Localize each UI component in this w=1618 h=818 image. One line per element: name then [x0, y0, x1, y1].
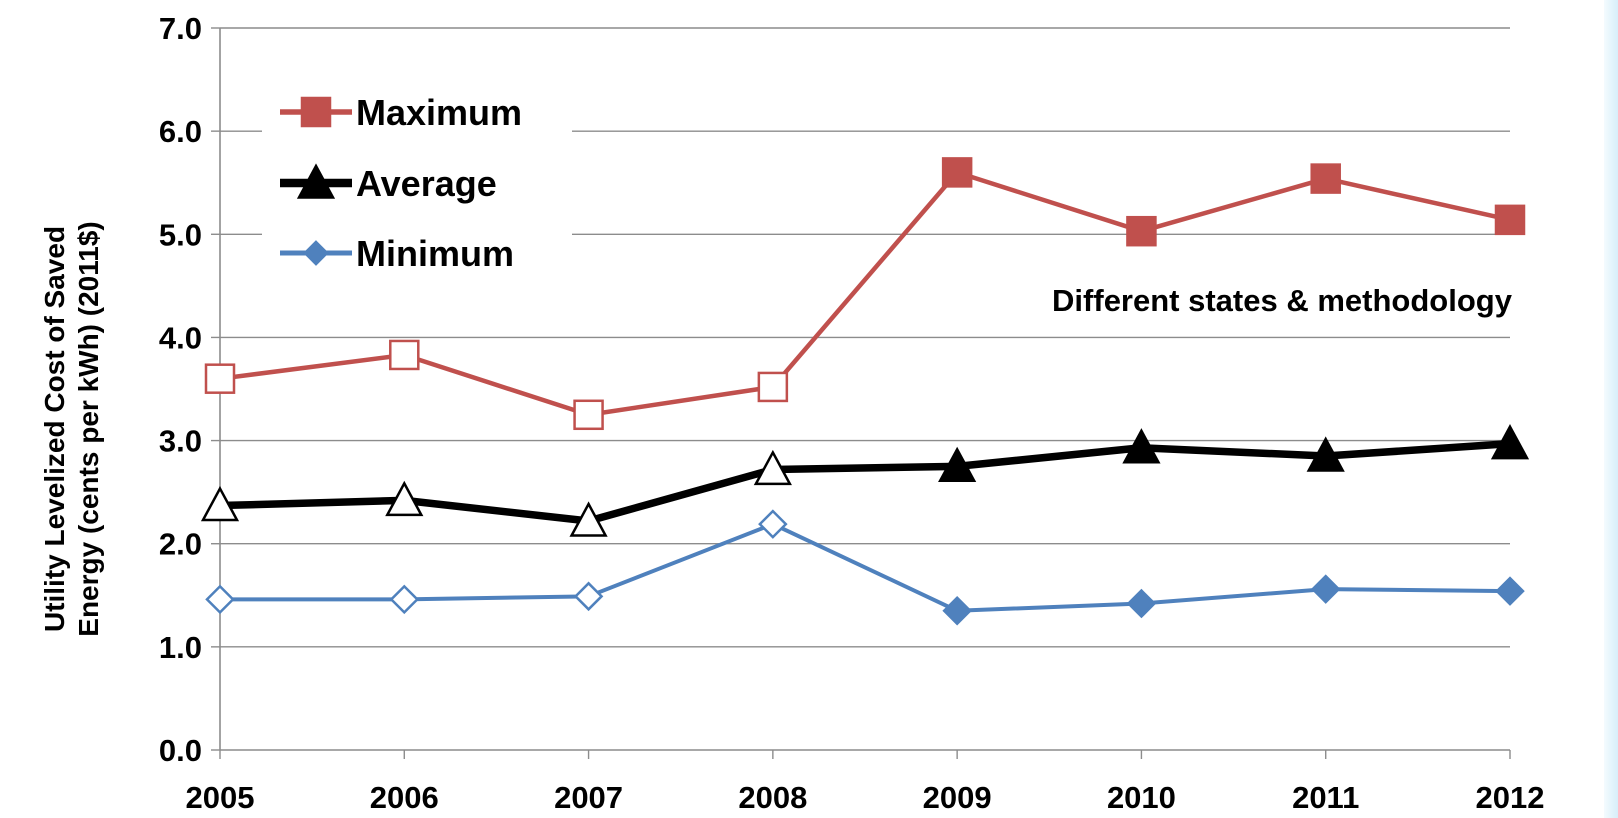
series-lines	[200, 157, 1530, 626]
data-point-average	[753, 449, 792, 486]
data-point-minimum	[758, 509, 788, 539]
x-tick-label: 2010	[1107, 780, 1176, 815]
x-tick-label: 2006	[370, 780, 439, 815]
x-tick-label: 2011	[1292, 780, 1359, 815]
data-point-minimum	[1126, 588, 1157, 619]
y-tick-label: 5.0	[159, 217, 202, 252]
y-tick-label: 2.0	[159, 527, 202, 562]
legend: Maximum Average Minimum	[262, 78, 572, 286]
data-point-maximum	[573, 399, 604, 431]
x-tick-label: 2007	[554, 780, 623, 815]
y-axis-title-line-2: Energy (cents per kWh) (2011$)	[73, 221, 104, 636]
y-axis-title-line-1: Utility Levelized Cost of Saved	[39, 226, 70, 632]
data-point-average	[938, 446, 977, 483]
series-line-average	[219, 439, 1511, 525]
data-point-maximum	[757, 371, 789, 403]
data-point-maximum	[941, 157, 973, 188]
y-tick-label: 0.0	[159, 733, 202, 768]
series-line-minimum	[220, 522, 1511, 613]
data-point-average	[569, 501, 608, 537]
data-point-average	[1306, 436, 1345, 472]
legend-label-maximum: Maximum	[356, 92, 522, 133]
x-tick-label: 2012	[1476, 780, 1545, 815]
data-point-minimum	[1310, 574, 1341, 604]
legend-marker-average	[296, 163, 336, 199]
axes	[211, 27, 1511, 759]
chart-annotation: Different states & methodology	[1052, 283, 1513, 318]
legend-marker-minimum	[303, 240, 329, 266]
data-point-average	[200, 485, 240, 522]
data-point-minimum	[1495, 576, 1525, 606]
data-point-maximum	[1494, 204, 1526, 236]
data-point-average	[1122, 428, 1161, 464]
y-tick-label: 4.0	[159, 320, 202, 355]
data-point-average	[385, 480, 424, 517]
y-tick-label: 1.0	[159, 630, 202, 665]
data-point-maximum	[1310, 163, 1341, 194]
data-point-minimum	[205, 584, 235, 615]
labels: 0.0 1.0 2.0 3.0 4.0 5.0 6.0 7.0 2005 2006 2007 2008…	[39, 11, 1544, 815]
slide-edge-decoration	[1604, 0, 1618, 818]
y-tick-label: 3.0	[159, 424, 202, 459]
data-point-maximum	[204, 363, 236, 394]
legend-marker-maximum	[300, 96, 332, 128]
x-tick-label: 2009	[923, 780, 992, 815]
y-tick-label: 6.0	[159, 114, 202, 149]
data-point-average	[1490, 424, 1530, 460]
data-point-minimum	[389, 584, 420, 615]
series-line-maximum	[219, 170, 1511, 418]
data-point-maximum	[1126, 215, 1157, 247]
legend-label-minimum: Minimum	[356, 233, 514, 274]
y-tick-label: 7.0	[159, 11, 202, 46]
x-tick-label: 2005	[186, 780, 255, 815]
data-point-minimum	[573, 581, 604, 612]
legend-label-average: Average	[356, 163, 497, 204]
data-point-minimum	[942, 595, 972, 626]
x-tick-label: 2008	[738, 780, 807, 815]
gridlines	[220, 27, 1510, 648]
data-point-maximum	[389, 339, 420, 371]
